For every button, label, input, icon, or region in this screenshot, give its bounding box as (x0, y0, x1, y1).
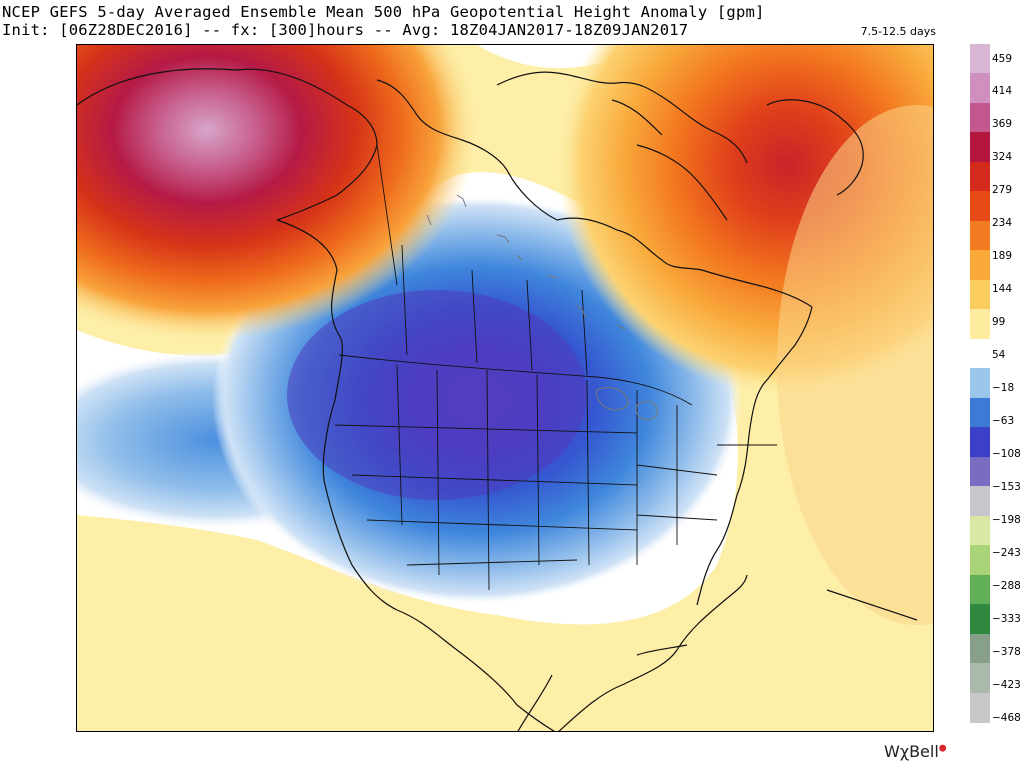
political-borders-layer (334, 144, 777, 591)
colorbar-label: −18 (992, 382, 1015, 394)
colorbar-segment (970, 456, 990, 487)
colorbar-label: 369 (992, 118, 1013, 130)
map-title: NCEP GEFS 5-day Averaged Ensemble Mean 5… (2, 3, 765, 21)
colorbar-segment (970, 486, 990, 517)
eastern-warm-band (777, 105, 933, 625)
colorbar-segment (970, 545, 990, 576)
colorbar-segment (970, 102, 990, 134)
colorbar-label: 234 (992, 217, 1013, 229)
colorbar-segment (970, 604, 990, 635)
colorbar-label: −333 (992, 613, 1021, 625)
colorbar-label: −468 (992, 712, 1021, 724)
colorbar-label: −423 (992, 679, 1021, 691)
colorbar-label: −153 (992, 481, 1021, 493)
colorbar-label: 99 (992, 316, 1006, 328)
lakes-layer (426, 194, 658, 420)
colorbar-label: 324 (992, 151, 1013, 163)
colorbar-segment (970, 73, 990, 104)
colorbar-label: −108 (992, 448, 1021, 460)
colorbar-segment (970, 161, 990, 192)
map-init-subtitle: Init: [06Z28DEC2016] -- fx: [300]hours -… (2, 21, 689, 39)
colorbar-segment (970, 633, 990, 664)
colorbar-label: 414 (992, 85, 1013, 97)
alaska-ridge (77, 45, 477, 340)
colorbar-segment (970, 250, 990, 281)
colorbar-segment (970, 397, 990, 428)
colorbar-segment (970, 338, 990, 369)
colorbar-label: −288 (992, 580, 1021, 592)
colorbar-label: −243 (992, 547, 1021, 559)
colorbar-segment (970, 44, 990, 75)
anomaly-map (76, 44, 934, 732)
brand-name: WχBell (884, 742, 939, 761)
colorbar-segment (970, 663, 990, 694)
brand-logo: WχBell● (884, 742, 947, 761)
colorbar-segment (970, 309, 990, 340)
colorbar-segment (970, 574, 990, 605)
colorbar-label: 189 (992, 250, 1013, 262)
coastline-layer (77, 68, 918, 731)
forecast-range-label: 7.5-12.5 days (860, 25, 936, 38)
colorbar-label: 54 (992, 349, 1006, 361)
colorbar-segment (970, 515, 990, 546)
colorbar-label: −198 (992, 514, 1021, 526)
colorbar-label: 459 (992, 53, 1013, 65)
colorbar-segment (970, 132, 990, 163)
colorbar-segment (970, 191, 990, 222)
colorbar-segment (970, 368, 990, 399)
colorbar-segment (970, 279, 990, 310)
colorbar-label: 279 (992, 184, 1013, 196)
colorbar-segment (970, 692, 990, 723)
colorbar-label: −378 (992, 646, 1021, 658)
colorbar-label: 144 (992, 283, 1013, 295)
colorbar-label: −63 (992, 415, 1015, 427)
brand-dot-icon: ● (938, 743, 947, 754)
colorbar-segment (970, 427, 990, 458)
colorbar (970, 44, 990, 723)
colorbar-segment (970, 220, 990, 251)
